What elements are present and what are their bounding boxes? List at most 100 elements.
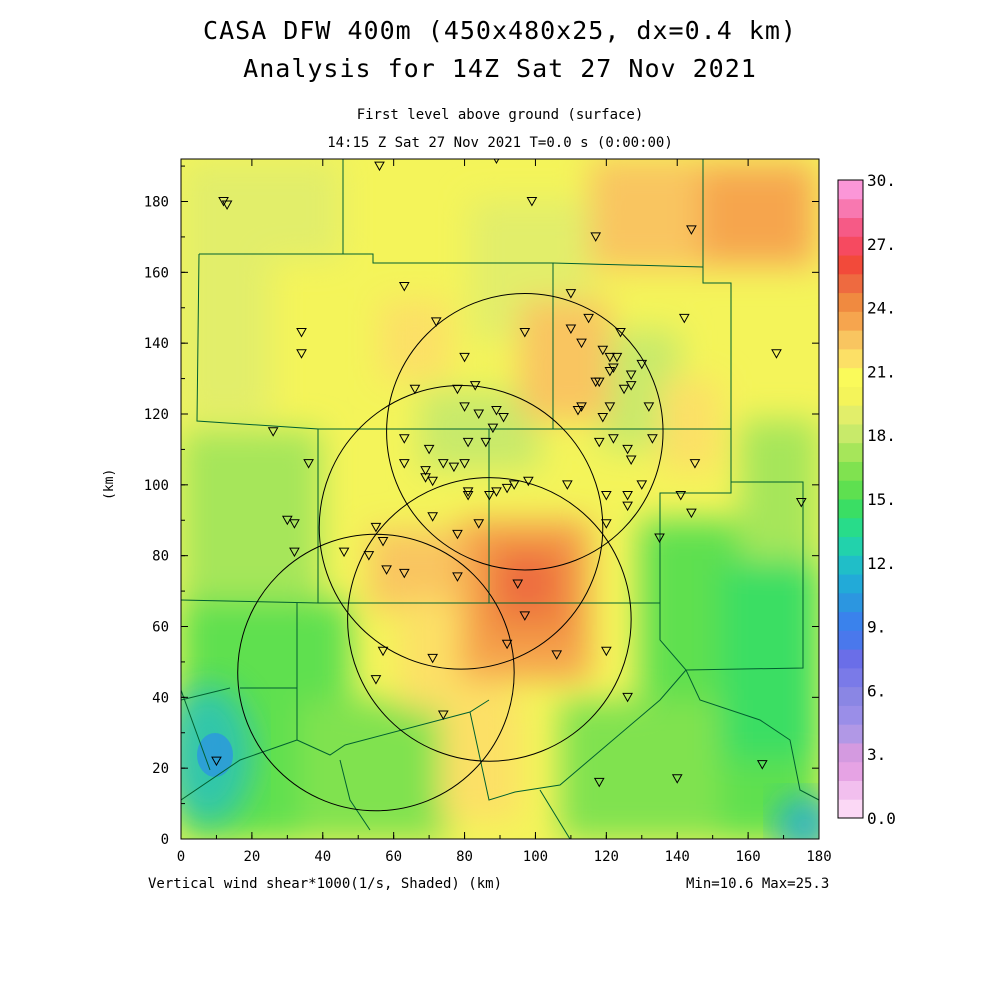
station-marker xyxy=(501,639,513,650)
station-marker xyxy=(618,384,630,395)
station-marker xyxy=(551,650,563,660)
station-marker xyxy=(427,476,439,487)
colorbar-swatch xyxy=(838,367,863,387)
station-marker xyxy=(593,777,605,788)
x-tick-label: 80 xyxy=(456,849,473,865)
station-marker xyxy=(462,490,474,501)
station-marker xyxy=(267,427,279,437)
station-marker xyxy=(459,402,470,412)
station-marker xyxy=(303,459,314,469)
station-marker xyxy=(491,487,502,497)
station-marker xyxy=(583,313,594,324)
station-marker xyxy=(611,352,623,363)
station-marker xyxy=(409,384,421,395)
station-marker xyxy=(526,197,538,207)
colorbar-label: 0.0 xyxy=(867,809,896,828)
station-marker xyxy=(363,551,375,561)
colorbar-swatch xyxy=(838,536,863,556)
station-marker xyxy=(462,437,474,448)
colorbar-label: 9. xyxy=(867,618,886,637)
colorbar-swatch xyxy=(838,574,863,594)
station-marker xyxy=(508,480,520,490)
station-marker xyxy=(593,437,605,448)
station-marker xyxy=(423,444,435,455)
station-marker xyxy=(561,480,573,490)
station-marker xyxy=(597,413,609,423)
colorbar-swatch xyxy=(838,724,863,744)
station-marker xyxy=(572,405,584,416)
station-marker xyxy=(448,462,460,473)
x-tick-label: 100 xyxy=(523,849,548,865)
station-marker xyxy=(600,646,612,657)
station-marker xyxy=(484,490,495,501)
radar-ring-2 xyxy=(386,292,664,571)
colorbar-swatch xyxy=(838,592,863,613)
station-marker xyxy=(771,349,782,359)
y-tick-label: 60 xyxy=(152,620,169,636)
station-marker xyxy=(296,328,307,338)
shear-field xyxy=(181,159,819,839)
station-marker xyxy=(671,774,683,784)
colorbar-swatch xyxy=(838,742,863,763)
colorbar-swatch xyxy=(838,405,863,425)
station-marker xyxy=(498,413,509,423)
colorbar-label: 27. xyxy=(867,235,896,254)
station-marker xyxy=(289,547,300,558)
colorbar-swatch xyxy=(838,198,863,219)
plot-title-line-2: Analysis for 14Z Sat 27 Nov 2021 xyxy=(243,54,757,83)
colorbar-label: 15. xyxy=(867,490,896,509)
station-marker xyxy=(600,490,612,501)
colorbar-label: 3. xyxy=(867,745,886,764)
station-marker xyxy=(437,459,449,469)
station-marker xyxy=(469,381,481,391)
colorbar-swatch xyxy=(838,348,863,369)
station-marker xyxy=(689,459,701,469)
colorbar-swatch xyxy=(838,761,863,781)
colorbar-swatch xyxy=(838,517,863,538)
station-marker xyxy=(289,519,300,529)
colorbar-swatch xyxy=(838,311,863,331)
colorbar-swatch xyxy=(838,423,863,444)
y-tick-label: 140 xyxy=(144,336,169,352)
station-marker xyxy=(374,161,385,172)
station-marker xyxy=(221,200,233,211)
station-marker xyxy=(625,370,637,381)
station-marker xyxy=(281,515,293,526)
station-marker xyxy=(565,289,577,299)
station-marker xyxy=(501,483,513,494)
station-marker xyxy=(597,345,609,356)
station-marker xyxy=(622,444,633,455)
station-marker xyxy=(398,459,410,469)
colorbar-swatch xyxy=(838,705,863,725)
x-tick-label: 180 xyxy=(806,849,831,865)
colorbar-swatch xyxy=(838,499,863,519)
station-markers xyxy=(211,159,807,788)
colorbar-swatch xyxy=(838,330,863,350)
x-axis: 0 20 40 60 80 100 120 140 160 180 xyxy=(177,159,832,865)
colorbar-swatch xyxy=(838,386,863,406)
colorbar-swatch xyxy=(838,555,863,575)
colorbar-label: 12. xyxy=(867,554,896,573)
colorbar-swatch xyxy=(838,686,863,706)
station-marker xyxy=(519,611,531,621)
y-axis: 0 20 40 60 80 100 120 140 160 180 xyxy=(144,165,819,848)
station-marker xyxy=(604,367,616,377)
y-tick-label: 180 xyxy=(144,195,169,211)
station-marker xyxy=(377,646,389,657)
colorbar-label: 30. xyxy=(867,171,896,190)
x-tick-label: 140 xyxy=(665,849,690,865)
station-marker xyxy=(678,313,690,324)
station-marker xyxy=(576,338,587,349)
y-tick-label: 160 xyxy=(144,265,169,281)
station-marker xyxy=(452,384,463,395)
station-marker xyxy=(437,710,449,721)
station-marker xyxy=(615,328,626,338)
station-marker xyxy=(600,519,612,529)
station-marker xyxy=(795,498,807,508)
station-marker xyxy=(491,405,502,416)
station-marker xyxy=(398,568,410,579)
station-marker xyxy=(590,232,602,242)
plot-title-line-1: CASA DFW 400m (450x480x25, dx=0.4 km) xyxy=(203,16,797,45)
station-marker xyxy=(604,402,616,412)
station-marker xyxy=(296,349,307,359)
